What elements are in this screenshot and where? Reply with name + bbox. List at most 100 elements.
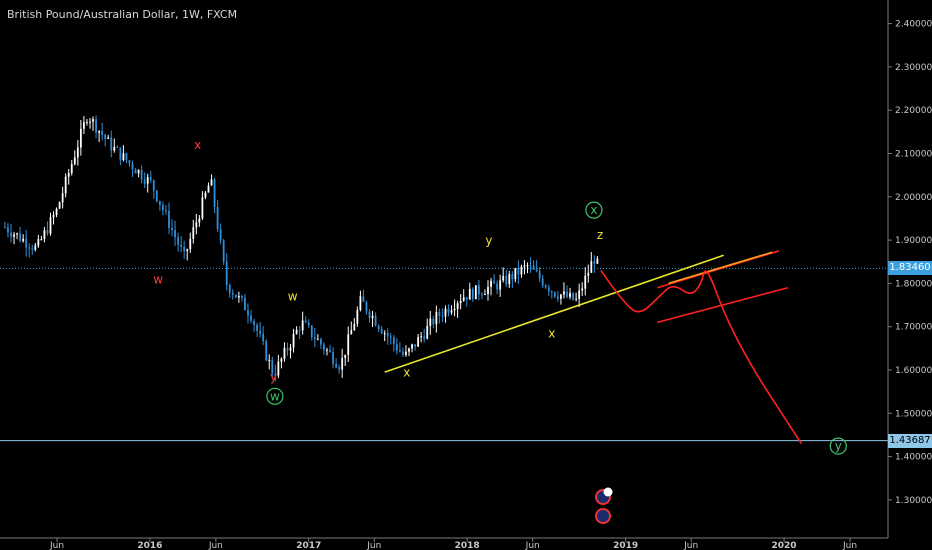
event-count-icon [603,487,613,497]
candle-body [268,359,271,361]
candle-body [13,234,15,237]
candle-body [128,160,131,164]
y-tick-label: 1.70000 [895,323,932,333]
candle-body [365,301,368,312]
wave-label: y [270,370,277,384]
candle-body [165,210,167,212]
candle-body [502,275,505,281]
candle-body [335,363,337,368]
candle-body [222,240,225,262]
drawn-trendlines [384,250,803,445]
candle-body [374,315,377,326]
wave-label: x [403,365,410,379]
candle-body [28,247,31,249]
candle-body [417,337,420,347]
candle-body [347,334,350,355]
candle-body [61,193,64,203]
wave-label: x [590,203,597,217]
candle-body [155,190,158,202]
candle-body [225,261,228,286]
candle-body [228,285,231,294]
candle-body [408,348,410,352]
candle-body [590,261,593,273]
candle-body [596,258,599,264]
candle-body [207,185,210,193]
candle-body [544,285,547,288]
candle-body [423,336,426,339]
candle-body [40,239,43,241]
candle-body [210,179,213,186]
wave-label-circle [585,201,603,219]
candle-body [499,280,502,290]
candle-body [104,134,107,139]
candle-body [4,227,6,229]
y-tick-label: 1.90000 [895,236,932,246]
candle-body [362,296,365,302]
candle-body [441,315,444,317]
y-tick-label: 1.30000 [895,496,932,506]
candle-body [474,285,477,300]
candle-body [283,348,286,359]
candle-body [262,333,265,342]
candle-body [37,239,40,246]
candle-body [149,177,152,181]
candle-body [550,291,553,293]
candle-body [34,245,37,250]
candle-body [186,249,189,252]
candle-body [517,268,520,275]
candle-body [547,287,550,292]
x-tick-label: Jun [366,541,381,550]
x-tick-label: 2019 [613,541,638,550]
candle-body [395,343,398,351]
candle-body [459,300,462,304]
x-tick-label: 2016 [137,541,162,550]
candle-body [67,173,70,177]
candle-body [456,303,459,309]
candle-body [487,286,489,295]
x-tick-label: Jun [525,541,540,550]
candle-body [353,323,356,331]
candle-body [119,147,122,161]
candle-body [560,294,562,299]
candle-body [298,329,301,331]
candle-body [125,153,128,161]
candle-body [481,294,483,296]
candle-body [31,248,34,250]
candle-body [73,157,76,165]
wave-label: y [835,439,842,453]
candle-body [195,222,198,228]
candle-body [429,318,432,326]
y-tick-label: 2.30000 [895,63,932,73]
candle-body [575,298,578,300]
wave-label: y [485,233,492,247]
y-tick-label: 2.00000 [895,193,932,203]
candle-body [383,333,386,335]
wave-label: w [153,272,163,286]
candle-body [198,218,201,223]
candle-body [326,349,328,351]
candle-body [341,357,344,370]
candle-body [98,131,101,133]
candle-body [277,361,280,376]
candle-body [319,339,322,345]
candle-body [19,233,22,241]
candle-body [192,227,195,239]
candle-body [526,265,529,267]
candle-body [532,265,535,270]
candle-body [301,320,304,331]
candle-body [289,347,292,351]
candle-body [389,336,392,338]
candle-body [171,228,173,230]
candle-body [538,271,541,279]
candle-body [453,308,456,311]
candle-body [587,272,590,276]
candle-body [70,164,73,174]
candle-body [414,344,416,347]
candle-body [152,180,155,191]
candle-body [49,217,52,234]
candle-body [553,292,556,297]
candle-body [280,358,283,362]
candle-body [593,261,596,264]
